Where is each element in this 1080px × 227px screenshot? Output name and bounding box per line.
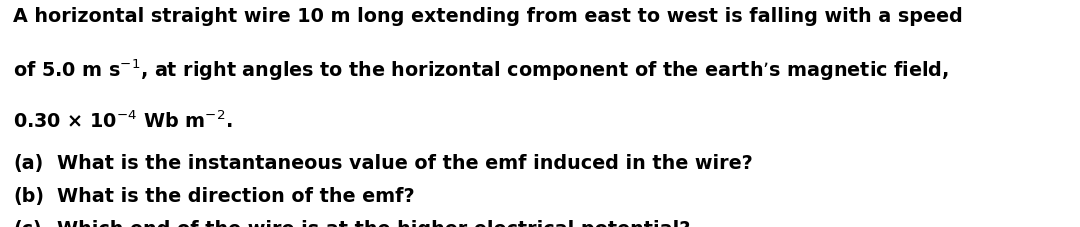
Text: (b): (b) — [13, 187, 44, 206]
Text: of 5.0 m s$^{-1}$, at right angles to the horizontal component of the earth’s ma: of 5.0 m s$^{-1}$, at right angles to th… — [13, 58, 949, 83]
Text: A horizontal straight wire 10 m long extending from east to west is falling with: A horizontal straight wire 10 m long ext… — [13, 7, 962, 26]
Text: (c): (c) — [13, 220, 42, 227]
Text: What is the instantaneous value of the emf induced in the wire?: What is the instantaneous value of the e… — [57, 154, 753, 173]
Text: Which end of the wire is at the higher electrical potential?: Which end of the wire is at the higher e… — [57, 220, 690, 227]
Text: (a): (a) — [13, 154, 43, 173]
Text: What is the direction of the emf?: What is the direction of the emf? — [57, 187, 415, 206]
Text: 0.30 × 10$^{-4}$ Wb m$^{-2}$.: 0.30 × 10$^{-4}$ Wb m$^{-2}$. — [13, 110, 232, 132]
